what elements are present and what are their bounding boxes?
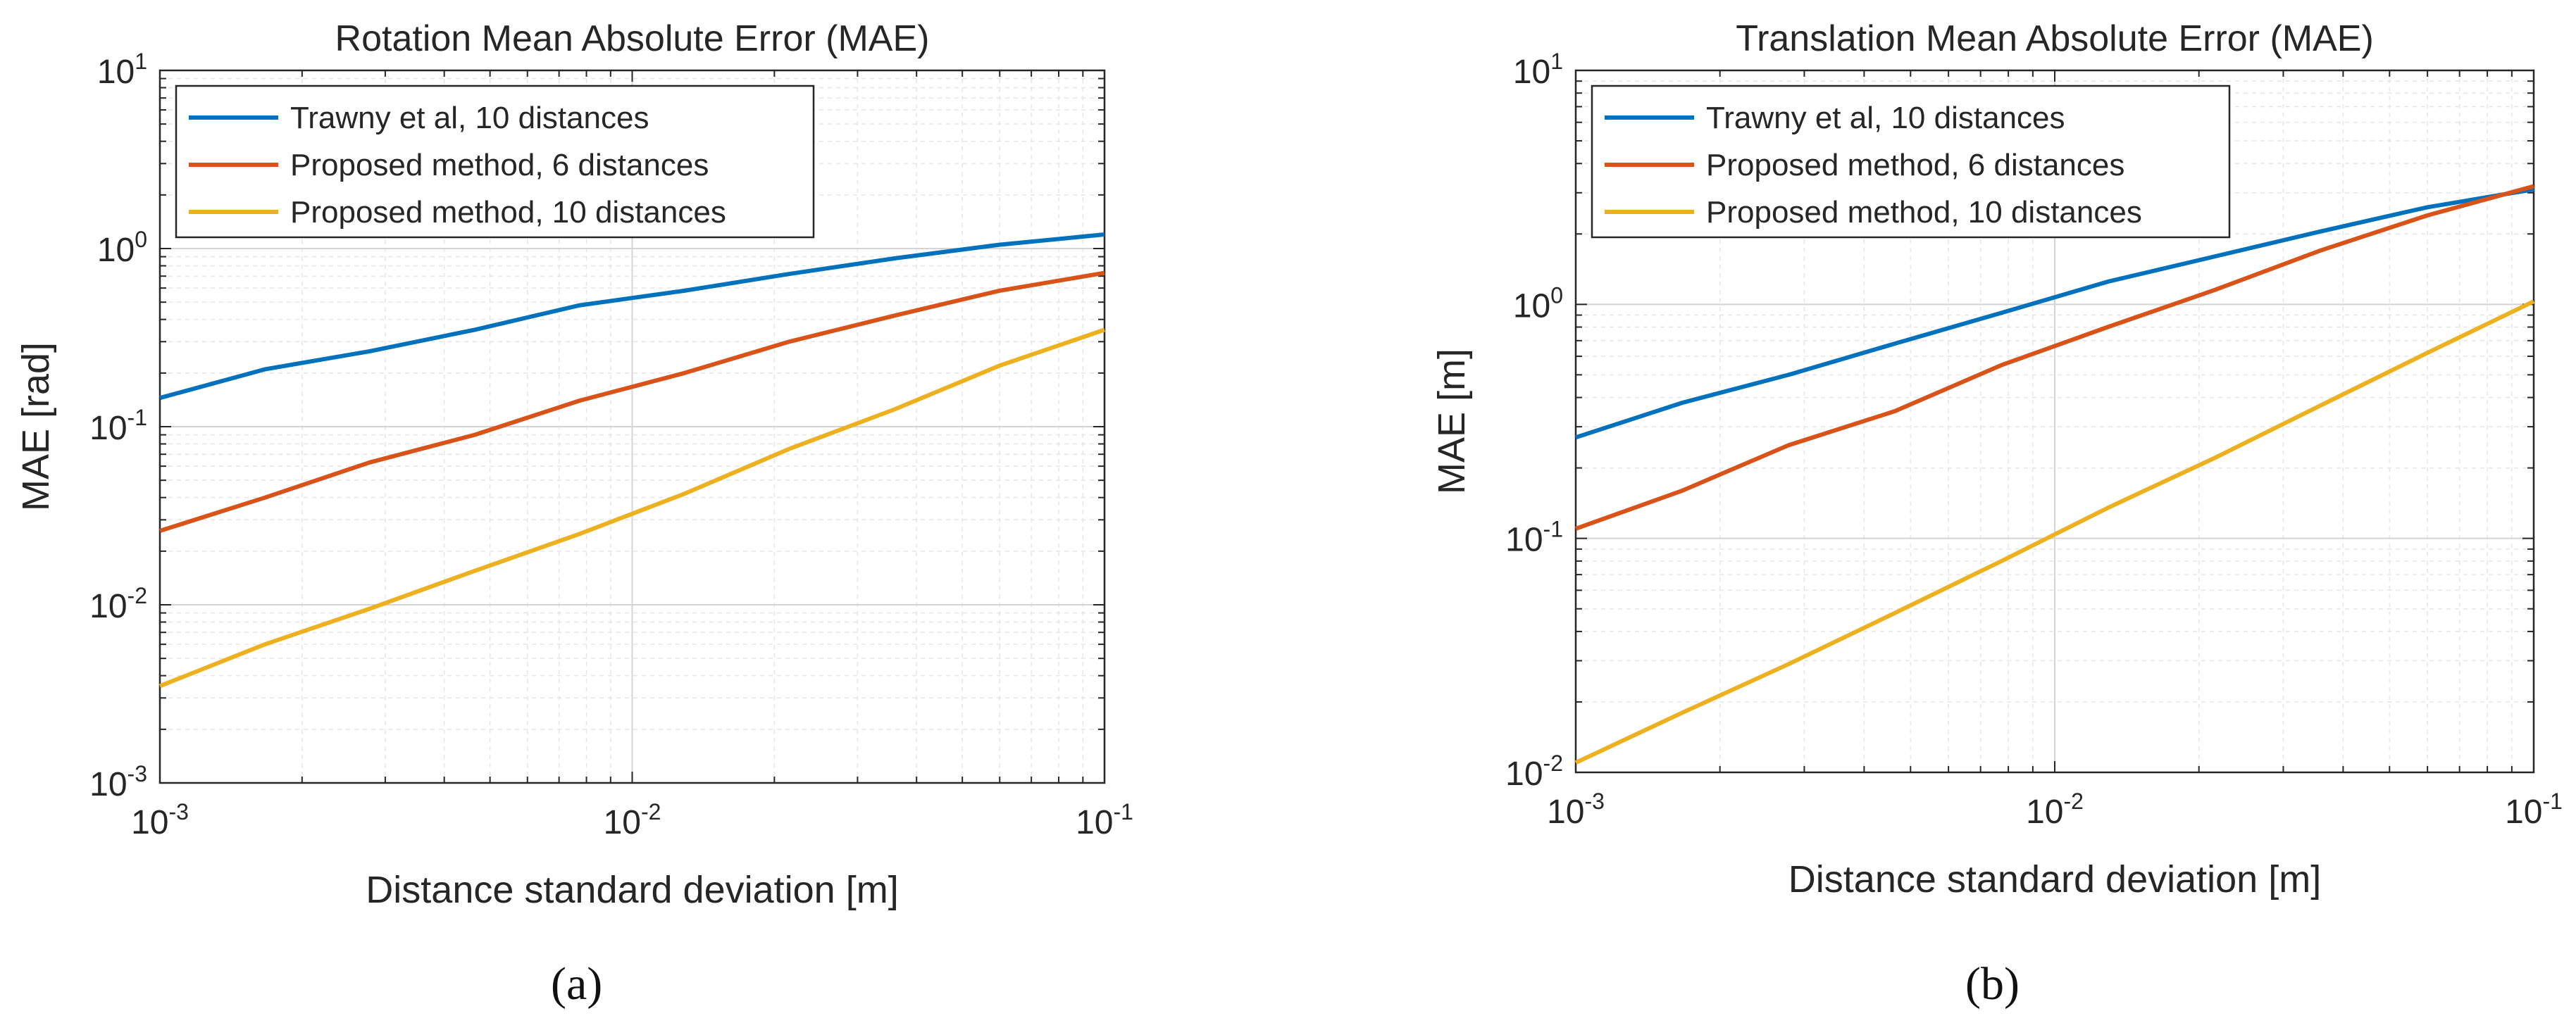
series-line-2 bbox=[1574, 299, 2535, 765]
series-line-2 bbox=[158, 327, 1105, 689]
y-tick-label: 101 bbox=[97, 49, 147, 91]
legend-label-1: Proposed method, 6 distances bbox=[1706, 148, 2124, 182]
series-line-1 bbox=[1574, 184, 2534, 531]
chart-title: Translation Mean Absolute Error (MAE) bbox=[1736, 18, 2374, 59]
y-tick-label: 100 bbox=[97, 227, 147, 269]
legend: Trawny et al, 10 distances Proposed metho… bbox=[1591, 84, 2231, 239]
caption-b: (b) bbox=[1965, 958, 2020, 1010]
x-tick-label: 10-3 bbox=[131, 799, 189, 841]
series-line-0 bbox=[1575, 187, 2534, 440]
chart-title: Rotation Mean Absolute Error (MAE) bbox=[335, 18, 930, 59]
x-axis-label: Distance standard deviation [m] bbox=[1788, 858, 2321, 900]
legend-label-0: Trawny et al, 10 distances bbox=[290, 101, 649, 135]
y-tick-label: 10-2 bbox=[1505, 751, 1563, 793]
x-tick-label: 10-2 bbox=[604, 799, 661, 841]
x-tick-label: 10-3 bbox=[1547, 789, 1605, 831]
legend-box bbox=[1591, 84, 2231, 239]
x-tick-label: 10-2 bbox=[2026, 789, 2084, 831]
series-line-0 bbox=[159, 232, 1105, 401]
legend-label-2: Proposed method, 10 distances bbox=[290, 195, 726, 230]
legend-label-1: Proposed method, 6 distances bbox=[290, 148, 709, 182]
series-line-1 bbox=[159, 270, 1105, 533]
y-tick-label: 10-2 bbox=[89, 583, 147, 625]
chart-panel-0: 10-3 10-2 10-1 10-3 10-2 10-1 100 101 Rotation M… bbox=[15, 18, 1133, 911]
y-tick-label: 100 bbox=[1513, 282, 1563, 325]
y-axis-label: MAE [m] bbox=[1431, 349, 1473, 494]
legend: Trawny et al, 10 distances Proposed metho… bbox=[175, 84, 815, 239]
y-tick-label: 10-1 bbox=[1505, 517, 1563, 559]
caption-a: (a) bbox=[551, 958, 603, 1010]
legend-label-2: Proposed method, 10 distances bbox=[1706, 195, 2142, 230]
y-tick-label: 101 bbox=[1513, 49, 1563, 91]
legend-box bbox=[175, 84, 815, 239]
y-tick-label: 10-1 bbox=[89, 405, 147, 447]
legend-label-0: Trawny et al, 10 distances bbox=[1706, 101, 2065, 135]
x-tick-label: 10-1 bbox=[1076, 799, 1133, 841]
tick-marks bbox=[159, 70, 1105, 784]
y-tick-label: 10-3 bbox=[89, 761, 147, 803]
y-axis-label: MAE [rad] bbox=[15, 342, 57, 511]
x-axis-label: Distance standard deviation [m] bbox=[366, 869, 898, 911]
x-tick-label: 10-1 bbox=[2505, 789, 2563, 831]
